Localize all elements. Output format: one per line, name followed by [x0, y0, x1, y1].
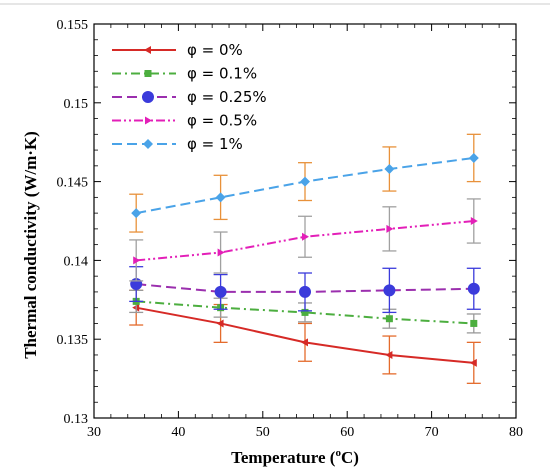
legend-label: φ = 0.1%: [187, 65, 257, 83]
x-axis-title-pre: Temperature (: [231, 448, 336, 467]
x-axis-title-sup: o: [335, 447, 341, 459]
data-point: [470, 217, 478, 225]
x-axis-title-post: C): [341, 448, 359, 467]
data-point: [301, 308, 309, 316]
data-point: [468, 152, 479, 163]
legend-entry: φ = 1%: [112, 135, 243, 153]
x-tick-label: 40: [171, 425, 185, 440]
data-point: [385, 350, 393, 359]
series-3: [129, 198, 481, 282]
series-0: [129, 289, 481, 384]
legend-marker: [144, 46, 151, 54]
legend-marker: [145, 116, 152, 125]
x-tick-label: 80: [509, 425, 523, 440]
legend-entry: φ = 0%: [112, 41, 243, 59]
axes-layer: 30 40 50 60 70 80 0.13 0.135 0.14 0.145 0.15 0.155: [57, 18, 524, 440]
series-layer: [129, 133, 481, 384]
legend-label: φ = 0%: [187, 41, 243, 59]
legend-label: φ = 0.25%: [187, 88, 267, 106]
y-tick-label: 0.14: [64, 254, 89, 269]
x-tick-label: 50: [256, 425, 270, 440]
y-tick-label: 0.145: [57, 176, 89, 191]
series-4: [129, 133, 481, 233]
data-point: [299, 285, 311, 298]
data-point: [216, 319, 224, 328]
legend: φ = 0% φ = 0.1% φ = 0.25% φ = 0.5% φ = 1%: [112, 41, 267, 153]
x-tick-label: 30: [87, 425, 101, 440]
legend-marker: [144, 70, 152, 77]
legend-label: φ = 0.5%: [187, 112, 257, 130]
data-point: [302, 232, 309, 241]
y-tick-label: 0.15: [64, 97, 89, 112]
plot-frame: [93, 23, 517, 419]
y-tick-label: 0.13: [64, 412, 89, 427]
legend-label: φ = 1%: [187, 135, 243, 153]
data-point: [469, 358, 477, 367]
data-point: [384, 163, 395, 174]
legend-marker: [142, 91, 154, 103]
data-point: [301, 338, 308, 347]
data-point: [133, 256, 141, 265]
legend-entry: φ = 0.1%: [112, 65, 257, 83]
data-point: [214, 285, 227, 298]
data-point: [300, 176, 310, 187]
data-point: [467, 282, 480, 295]
x-tick-label: 70: [425, 425, 439, 440]
data-point: [386, 224, 394, 233]
data-point: [383, 284, 396, 297]
legend-entry: φ = 0.5%: [112, 112, 257, 130]
x-axis-title: Temperature (oC): [231, 447, 359, 467]
data-point: [215, 192, 226, 203]
legend-marker: [143, 139, 153, 149]
data-point: [131, 208, 142, 219]
y-tick-label: 0.135: [57, 333, 89, 348]
legend-entry: φ = 0.25%: [112, 88, 267, 106]
series-line: [136, 220, 474, 262]
data-point: [385, 315, 393, 323]
data-point: [217, 248, 225, 257]
y-tick-label: 0.155: [57, 18, 89, 33]
y-axis-title: Thermal conductivity (W/m·K): [21, 131, 40, 359]
x-tick-label: 60: [340, 425, 354, 440]
data-point: [470, 319, 478, 327]
